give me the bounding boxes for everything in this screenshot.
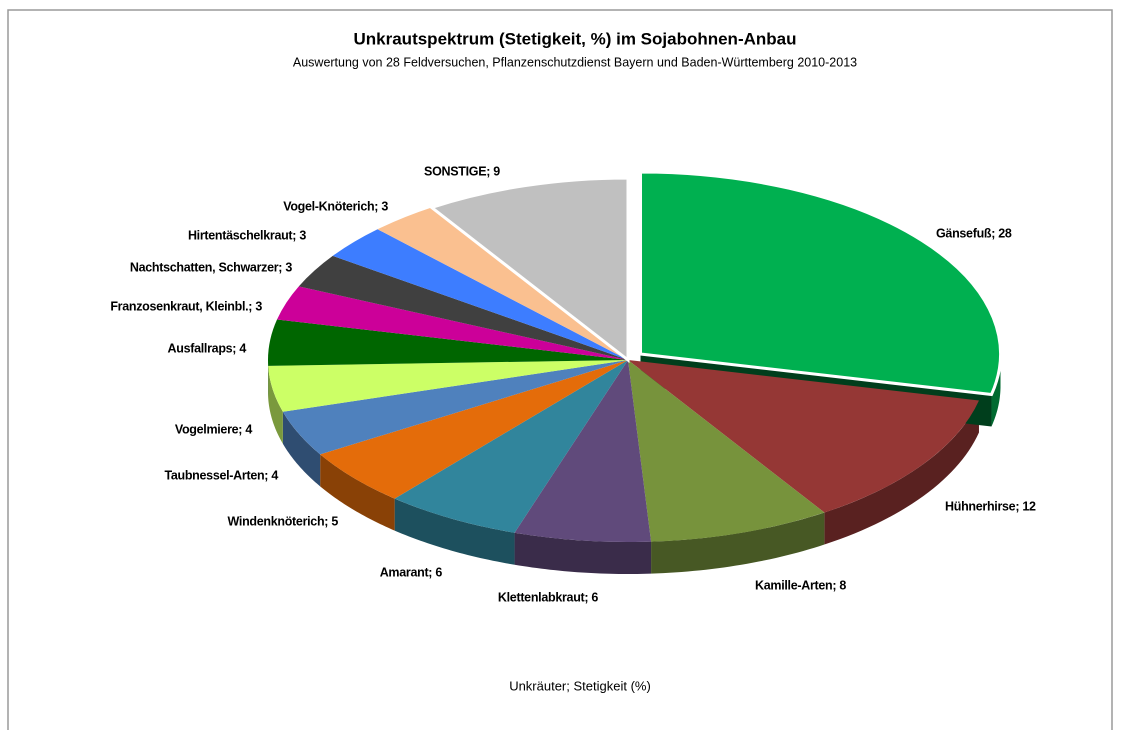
slice bbox=[514, 360, 652, 542]
slice bbox=[268, 319, 628, 366]
data-label: Gänsefuß; 28 bbox=[936, 226, 1012, 240]
slice-side bbox=[514, 532, 652, 574]
slice bbox=[268, 360, 628, 412]
slice bbox=[320, 360, 628, 499]
data-label: SONSTIGE; 9 bbox=[424, 164, 500, 178]
data-label: Amarant; 6 bbox=[380, 565, 443, 579]
slice bbox=[639, 170, 1003, 397]
data-label: Franzosenkraut, Kleinbl.; 3 bbox=[110, 299, 262, 313]
frame bbox=[7, 9, 1113, 730]
slice-side bbox=[282, 411, 321, 487]
slice-side bbox=[991, 354, 1001, 427]
slice-side bbox=[394, 498, 515, 565]
chart-subtitle: Auswertung von 28 Feldversuchen, Pflanze… bbox=[293, 55, 857, 69]
pie bbox=[268, 170, 1003, 574]
slice bbox=[298, 255, 628, 360]
data-label: Klettenlabkraut; 6 bbox=[498, 590, 599, 604]
slice bbox=[428, 176, 630, 364]
slice bbox=[394, 360, 628, 533]
caption: Unkräuter; Stetigkeit (%) bbox=[509, 678, 651, 693]
slice bbox=[277, 286, 628, 360]
slice-side bbox=[268, 365, 283, 444]
data-label: Taubnessel-Arten; 4 bbox=[164, 468, 278, 482]
data-label: Vogel-Knöterich; 3 bbox=[283, 199, 388, 213]
data-label: Kamille-Arten; 8 bbox=[755, 578, 846, 592]
slice-side bbox=[824, 400, 979, 545]
data-label: Ausfallraps; 4 bbox=[168, 341, 247, 355]
data-label: Windenknöterich; 5 bbox=[228, 514, 339, 528]
chart-title: Unkrautspektrum (Stetigkeit, %) im Sojab… bbox=[354, 29, 797, 48]
slice-side bbox=[651, 512, 825, 574]
slice bbox=[628, 360, 825, 542]
slice bbox=[377, 207, 628, 360]
slice-side bbox=[320, 454, 395, 531]
slice bbox=[628, 360, 979, 513]
data-label: Hirtentäschelkraut; 3 bbox=[188, 228, 306, 242]
data-label: Hühnerhirse; 12 bbox=[945, 499, 1036, 513]
slice bbox=[282, 360, 628, 455]
data-label: Vogelmiere; 4 bbox=[175, 422, 252, 436]
data-label: Nachtschatten, Schwarzer; 3 bbox=[130, 260, 292, 274]
slice bbox=[332, 229, 628, 360]
